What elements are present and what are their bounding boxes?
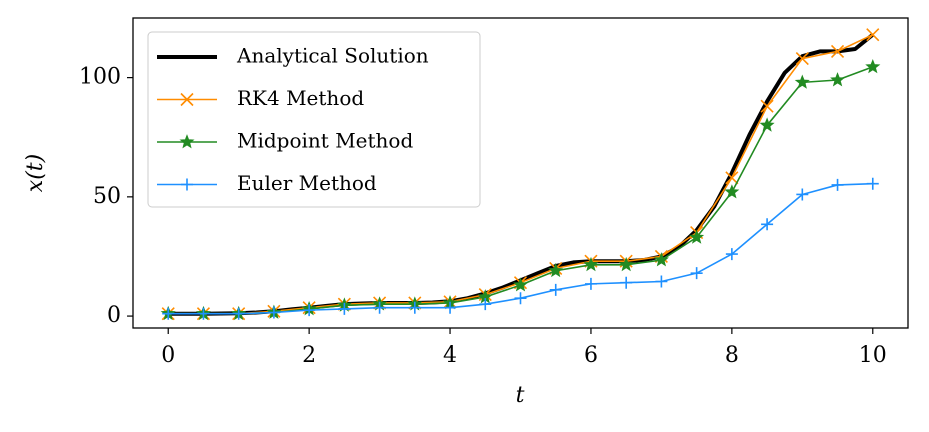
x-tick-label: 6 — [584, 343, 598, 368]
marker — [479, 298, 492, 311]
marker — [831, 178, 844, 191]
marker — [338, 302, 351, 315]
marker — [761, 218, 774, 231]
marker — [653, 252, 669, 267]
marker — [408, 301, 421, 314]
legend-label: Midpoint Method — [237, 129, 413, 153]
legend-marker — [180, 92, 194, 107]
x-tick-label: 0 — [161, 343, 175, 368]
y-tick-label: 0 — [107, 303, 121, 328]
marker — [620, 276, 633, 289]
legend-label: Euler Method — [237, 171, 377, 195]
y-tick-label: 50 — [93, 184, 121, 209]
y-axis-label: x(t) — [23, 154, 48, 192]
marker — [162, 307, 175, 320]
marker — [512, 277, 529, 292]
marker — [795, 51, 809, 66]
legend-marker — [179, 134, 195, 149]
x-axis-label: t — [516, 383, 525, 408]
legend-box — [147, 31, 481, 208]
marker — [232, 307, 245, 320]
legend: Analytical Solution RK4 Method Midpoint Me… — [147, 31, 481, 208]
marker — [724, 184, 740, 199]
marker — [583, 256, 599, 272]
marker — [794, 74, 810, 89]
x-tick-label: 4 — [443, 343, 457, 368]
legend-marker — [181, 178, 193, 191]
marker — [444, 301, 457, 314]
marker — [725, 171, 739, 185]
marker — [584, 277, 597, 290]
marker — [549, 283, 562, 296]
marker — [197, 307, 210, 320]
marker — [830, 72, 845, 87]
y-tick-label: 100 — [79, 65, 121, 90]
marker — [796, 188, 809, 201]
marker — [373, 301, 386, 314]
marker — [760, 99, 774, 113]
marker — [759, 117, 775, 132]
x-tick-label: 2 — [302, 343, 316, 368]
marker — [548, 262, 564, 278]
x-tick-label: 8 — [725, 343, 739, 368]
legend-label: RK4 Method — [237, 86, 364, 110]
marker — [514, 292, 527, 305]
marker — [303, 304, 316, 317]
marker — [725, 248, 738, 261]
x-tick-label: 10 — [859, 343, 887, 368]
marker — [866, 177, 879, 190]
marker — [689, 229, 705, 244]
marker — [655, 275, 668, 288]
marker — [618, 256, 634, 272]
legend-label: Analytical Solution — [236, 44, 429, 68]
marker — [267, 306, 280, 319]
marker — [865, 59, 881, 74]
marker — [830, 44, 845, 58]
plot-frame — [132, 17, 909, 329]
marker — [690, 267, 703, 280]
marker — [866, 28, 880, 42]
